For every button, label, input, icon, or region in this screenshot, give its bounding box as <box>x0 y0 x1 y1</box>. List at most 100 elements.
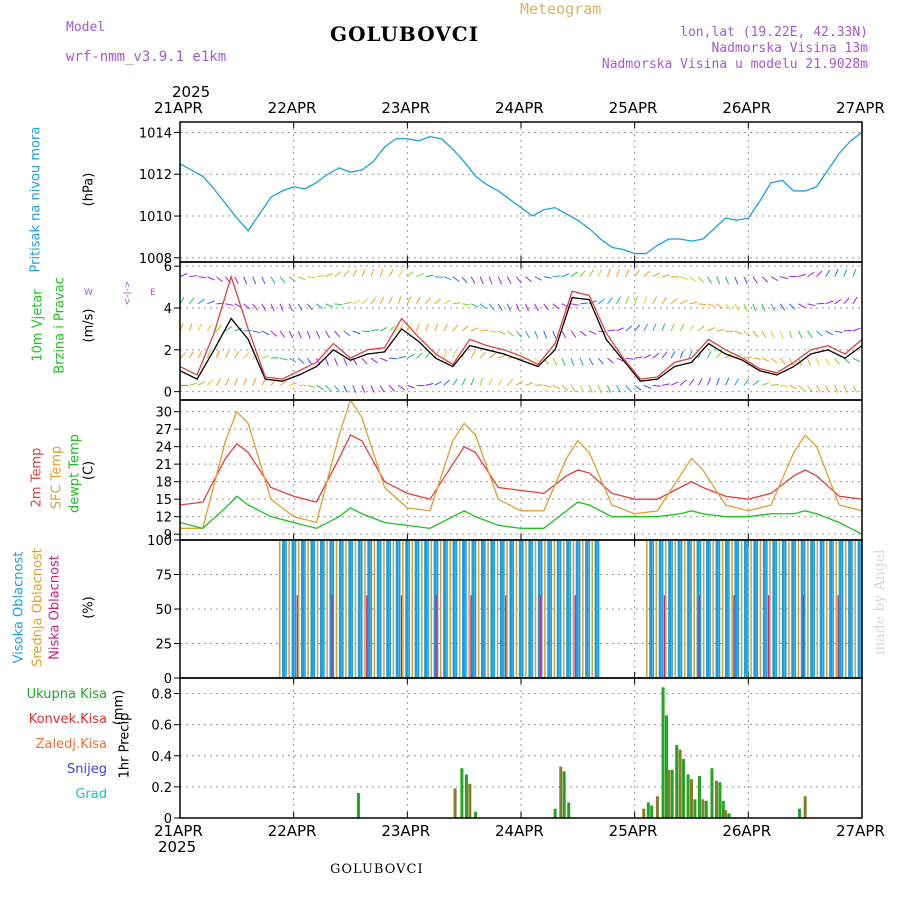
cloud-bar <box>446 540 448 678</box>
y-tick-label: 0 <box>164 386 172 401</box>
low-cloud-bar <box>733 595 735 678</box>
wind-arrow <box>379 357 388 362</box>
wind-arrow <box>215 324 223 332</box>
cloud-bar <box>490 540 494 678</box>
wind-arrow <box>679 276 688 280</box>
lonlat-label: lon,lat (19.22E, 42.33N) <box>680 25 868 40</box>
wind-arrow <box>497 378 503 386</box>
wind-arrow <box>352 269 358 277</box>
wind-arrow <box>770 276 779 282</box>
panel-pressure: 1008 1010 1012 1014 <box>139 121 863 267</box>
wind-arrow <box>779 303 786 311</box>
wind-arrow <box>707 327 715 332</box>
wind-arrow <box>679 379 687 386</box>
wind-arrow <box>852 327 861 332</box>
wind-arrow <box>443 276 452 281</box>
y-tick-label: 0.2 <box>151 781 172 796</box>
cloud-bar <box>310 540 314 678</box>
cloud-bar <box>509 540 513 678</box>
wind-arrow <box>306 330 311 339</box>
y-tick-label: 21 <box>155 458 172 473</box>
wind-arrow <box>397 296 402 304</box>
legend-convective-rain: Konvek.Kisa <box>28 712 107 727</box>
wind-arrow <box>325 303 334 308</box>
wind-arrow <box>825 300 834 305</box>
wind-arrow <box>634 324 641 332</box>
cloud-bar <box>282 540 286 678</box>
wind-arrow <box>697 378 703 386</box>
cloud-bar <box>756 540 759 678</box>
wind-arrow <box>279 303 284 312</box>
precip-bar <box>693 799 697 818</box>
cloud-bar <box>775 540 778 678</box>
cloud-bar <box>503 540 505 678</box>
cloud-bar <box>696 540 700 678</box>
cloud-bar <box>762 540 766 678</box>
wind-arrow <box>752 330 759 338</box>
wind-arrow <box>716 303 724 309</box>
wind-arrow <box>516 380 524 386</box>
y-tick-label: 4 <box>164 302 172 317</box>
wind-arrow <box>689 301 698 305</box>
wind-arrow <box>716 377 720 386</box>
wind-arrow <box>734 276 739 285</box>
low-cloud-bar <box>331 595 333 678</box>
precip-bar <box>704 800 708 818</box>
wind-arrow <box>816 385 821 393</box>
cloud-bar <box>835 540 838 678</box>
cloud-bar <box>468 540 470 678</box>
cloud-bar <box>680 540 683 678</box>
cloud-bar <box>398 540 401 678</box>
wind-arrow <box>743 303 748 312</box>
wind-arrow <box>370 268 375 277</box>
cloud-bar <box>484 540 486 678</box>
wind-arrow <box>761 276 769 283</box>
top-date-label: 21APR <box>154 99 203 117</box>
wind-arrow <box>470 377 475 386</box>
station-title: GOLUBOVCI <box>330 22 480 46</box>
wind-arrow <box>270 303 275 312</box>
cloud-bar <box>721 540 724 678</box>
wind-arrow <box>498 330 506 335</box>
low-cloud-bar <box>768 595 770 678</box>
cloud-bar <box>826 540 828 678</box>
wind-arrow <box>761 381 770 386</box>
panel-temperature: 9 12 15 18 21 24 27 30 <box>155 398 863 543</box>
wind-arrow <box>361 385 366 393</box>
cloud-bar <box>674 540 677 678</box>
y-tick-label: 1010 <box>139 210 172 225</box>
wind-arrow <box>661 351 668 359</box>
wind-arrow <box>852 357 861 363</box>
cloud-bar <box>326 540 328 678</box>
wind-arrow <box>606 269 611 277</box>
low-cloud-bar <box>400 595 403 678</box>
wind-arrow <box>480 329 489 332</box>
wind-arrow <box>761 303 766 312</box>
y-tick-label: 1014 <box>139 126 172 141</box>
precip-bar <box>701 799 705 818</box>
wind-arrow <box>688 324 695 332</box>
wind-arrow <box>634 296 639 304</box>
cloud-bar <box>477 540 480 678</box>
wind-arrow <box>552 275 561 278</box>
wind-arrow <box>661 297 668 305</box>
precip-bar <box>468 783 472 818</box>
wind-arrow <box>798 384 805 391</box>
wind-arrow <box>716 329 725 332</box>
cloud-bar <box>370 540 373 678</box>
top-date-label: 27APR <box>836 99 885 117</box>
wind-arrow <box>552 384 561 390</box>
wind-arrow <box>379 385 385 393</box>
cloud-bar <box>563 540 565 678</box>
wind-arrow <box>406 296 411 305</box>
cloud-bar <box>291 540 295 678</box>
wind-arrow <box>834 385 839 394</box>
wind-arrow <box>307 276 316 279</box>
cloud-bar <box>781 540 785 678</box>
cloud-bar <box>389 540 391 678</box>
wind-arrow <box>534 330 539 339</box>
cloud-bar <box>816 540 819 678</box>
wind-arrow <box>479 303 487 310</box>
wind-arrow <box>279 357 288 361</box>
y-tick-label: 75 <box>155 569 172 584</box>
